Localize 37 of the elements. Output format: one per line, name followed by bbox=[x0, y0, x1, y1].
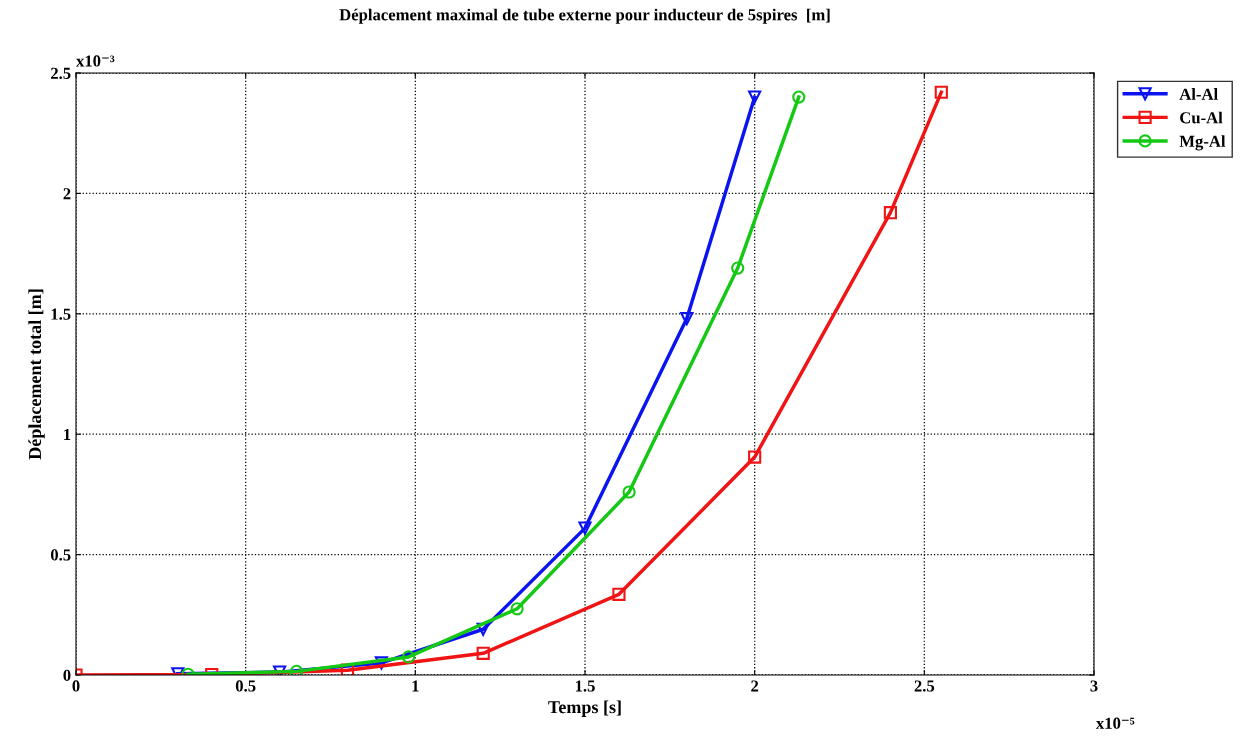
point bbox=[578, 521, 592, 535]
legend-label: Al-Al bbox=[1179, 88, 1218, 100]
point bbox=[374, 656, 388, 670]
y-tick-label: 2.5 bbox=[51, 67, 71, 80]
point bbox=[680, 312, 694, 326]
legend-label: Mg-Al bbox=[1179, 135, 1226, 151]
point bbox=[476, 622, 490, 636]
x-tick-label: 1.5 bbox=[575, 680, 595, 692]
x-tick-label: 3 bbox=[1090, 680, 1098, 692]
legend-label: Cu-Al bbox=[1180, 111, 1223, 124]
point bbox=[792, 90, 806, 104]
x-axis-title: Temps [s] bbox=[548, 700, 621, 717]
y-axis-title: Déplacement total [m] bbox=[28, 289, 45, 460]
y-tick-label: 2 bbox=[63, 188, 71, 200]
point bbox=[401, 650, 416, 664]
y-tick-label: 0 bbox=[63, 669, 71, 681]
y-tick-label: 0.5 bbox=[50, 549, 71, 561]
point bbox=[510, 602, 524, 616]
x-tick-label: 0.5 bbox=[235, 680, 256, 692]
point bbox=[883, 206, 897, 220]
x-tick-label: 1 bbox=[412, 680, 419, 692]
point bbox=[622, 485, 636, 499]
point bbox=[934, 85, 948, 99]
x-tick-label: 0 bbox=[72, 680, 80, 692]
y-tick-label: 1.5 bbox=[51, 308, 71, 320]
y-tick-label: 1 bbox=[64, 428, 71, 440]
x-tick-label: 2.5 bbox=[914, 680, 935, 692]
text: x10⁻⁵ bbox=[1095, 717, 1135, 729]
point bbox=[748, 90, 762, 104]
x-tick-label: 2 bbox=[751, 680, 759, 692]
point bbox=[476, 646, 490, 660]
chart-title: Déplacement maximal de tube externe pour inducteur de 5spires [m] bbox=[339, 8, 830, 24]
point bbox=[748, 450, 762, 464]
text: x10⁻³ bbox=[76, 55, 115, 67]
point bbox=[731, 261, 745, 275]
point bbox=[289, 664, 304, 675]
point bbox=[612, 587, 626, 601]
